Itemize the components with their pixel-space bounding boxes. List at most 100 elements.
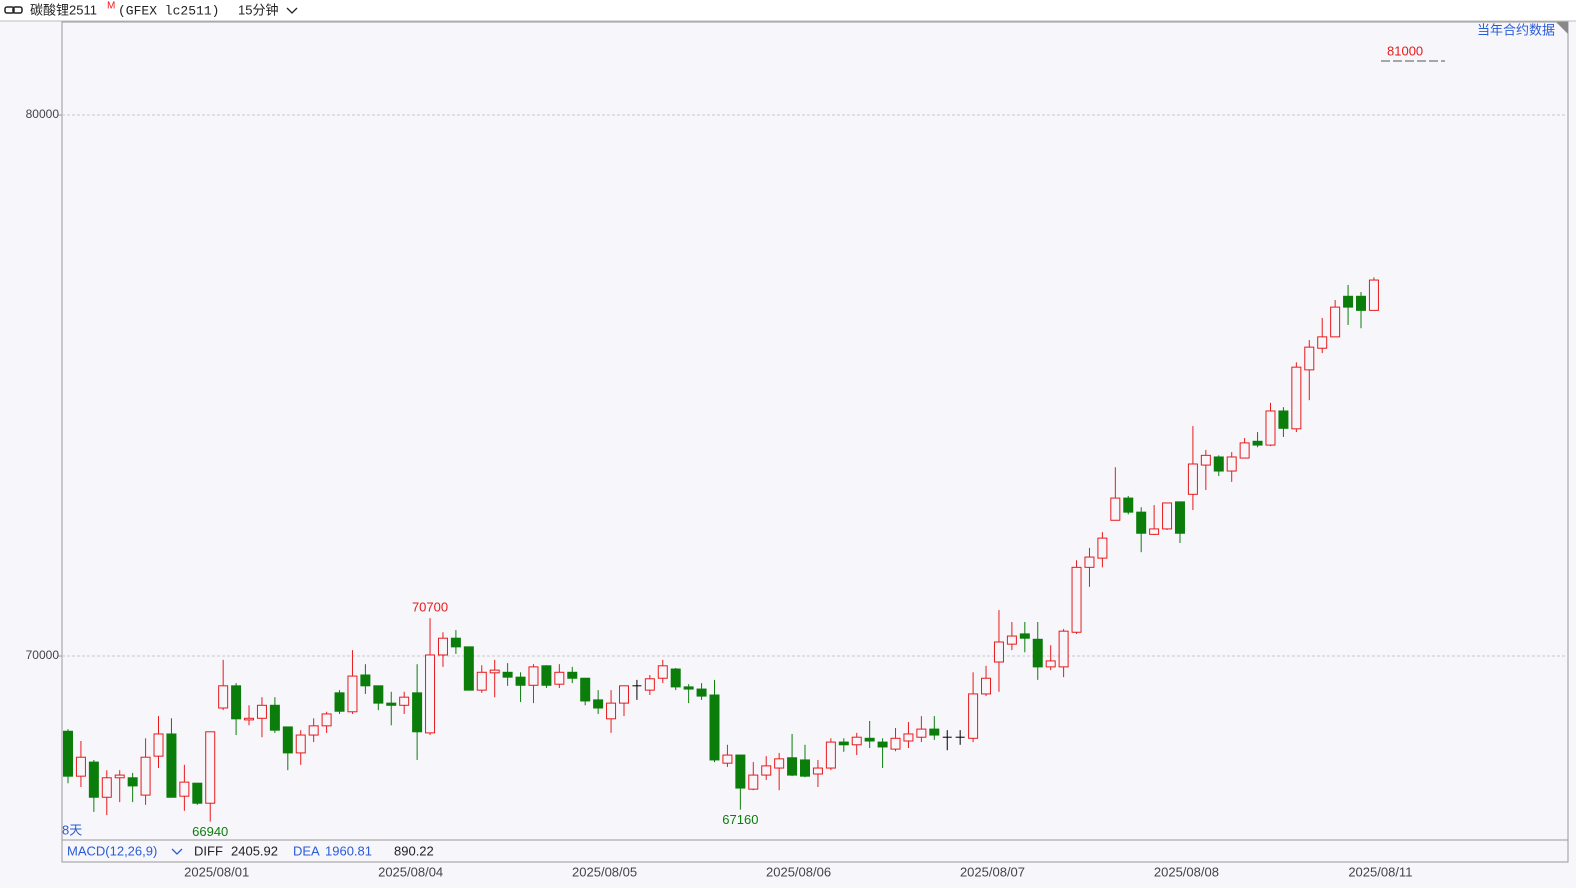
candle-body [916,728,927,738]
x-tick-label: 2025/08/08 [1154,864,1219,879]
candle-body [993,641,1004,663]
dea-value: 1960.81 [325,843,372,858]
candle-body [761,765,772,776]
candle-body [1200,454,1211,466]
candle-body [1006,635,1017,645]
candle-body [179,781,190,797]
candle-body [153,733,164,757]
candle-body [1226,456,1237,472]
x-tick-label: 2025/08/05 [572,864,637,879]
candle-body [1084,556,1095,568]
candle-body [269,704,280,731]
macd-chevron[interactable] [171,848,183,855]
dea-label: DEA [293,843,320,858]
candle-body [800,759,811,777]
candle-body [63,730,73,777]
candle-body [1278,410,1289,429]
x-tick-label: 2025/08/04 [378,864,443,879]
candle-body [1045,660,1056,668]
candle-body [489,669,500,674]
candle-body [1174,501,1185,534]
candle-body [1110,497,1121,521]
x-tick-label: 2025/08/01 [184,864,249,879]
candle-body [1368,279,1379,311]
candle-body [308,725,319,736]
candle-body [295,734,306,754]
candle-body [1330,306,1341,338]
candle-body [696,688,707,697]
candle-body [218,685,229,709]
candle-body [101,777,112,798]
contract-link[interactable]: 当年合约数据 [1477,22,1555,37]
candle-body [282,726,293,754]
candle-body [812,767,823,775]
candle-body [140,756,151,796]
candle-body [903,733,914,742]
candle-body [244,717,255,721]
candle-body [256,704,267,719]
candle-body [1071,566,1082,633]
candle-body [347,675,358,713]
candle-body [1291,366,1302,430]
candle-body [1265,410,1276,446]
candle-body [360,674,371,687]
candle-body [192,782,203,804]
period-chevron[interactable] [286,7,298,14]
candle-body [75,756,86,777]
candle-body [838,741,849,746]
corner-toggle[interactable] [1556,22,1568,34]
macd-label[interactable]: MACD(12,26,9) [67,843,157,858]
marker: M [107,1,115,12]
candle-body [502,671,513,678]
candle-body [825,741,836,769]
candle-body [1343,295,1354,308]
candle-body [722,754,733,764]
candle-body [929,728,940,736]
candle-body [670,668,681,688]
candle-body [127,777,138,787]
candle-body [166,733,177,798]
candle-body [774,758,785,769]
candle-body [1032,638,1043,668]
candle-body [205,731,216,804]
candle-body [476,671,487,691]
candle-body [851,736,862,746]
period[interactable]: 15分钟 [238,2,278,17]
candle-body [567,671,578,679]
candle-body [618,685,629,704]
candle-body [1213,456,1224,472]
candle-body [463,646,474,691]
x-tick-label: 2025/08/11 [1348,864,1412,879]
candle-body [1187,463,1198,495]
candle-body [593,699,604,709]
candle-body [787,757,798,776]
low-annotation: 66940 [192,824,228,839]
candle-body [425,654,436,734]
range-label: 8天 [62,822,82,837]
candle-body [1058,630,1069,668]
candle-body [373,685,384,704]
candle-body [968,693,979,739]
candle-body [683,686,694,690]
candle-body [554,671,565,685]
link-icon[interactable] [4,6,23,14]
candle-body [644,678,655,691]
candle-body [88,761,99,798]
symbol: 碳酸锂2511 [30,2,97,17]
candle-body [1239,442,1250,459]
y-tick-label: 70000 [26,648,60,662]
x-tick-label: 2025/08/07 [960,864,1025,879]
candle-body [437,637,448,656]
macd-value: 890.22 [394,843,434,858]
candle-body [528,666,539,686]
exchange: (GFEX lc2511) [118,3,219,18]
candle-body [735,754,746,789]
candle-body [606,702,617,720]
plot-frame [61,21,1569,863]
candle-body [890,737,901,750]
candle-body [1162,502,1173,530]
candle-body [864,737,875,742]
x-tick-label: 2025/08/06 [766,864,831,879]
